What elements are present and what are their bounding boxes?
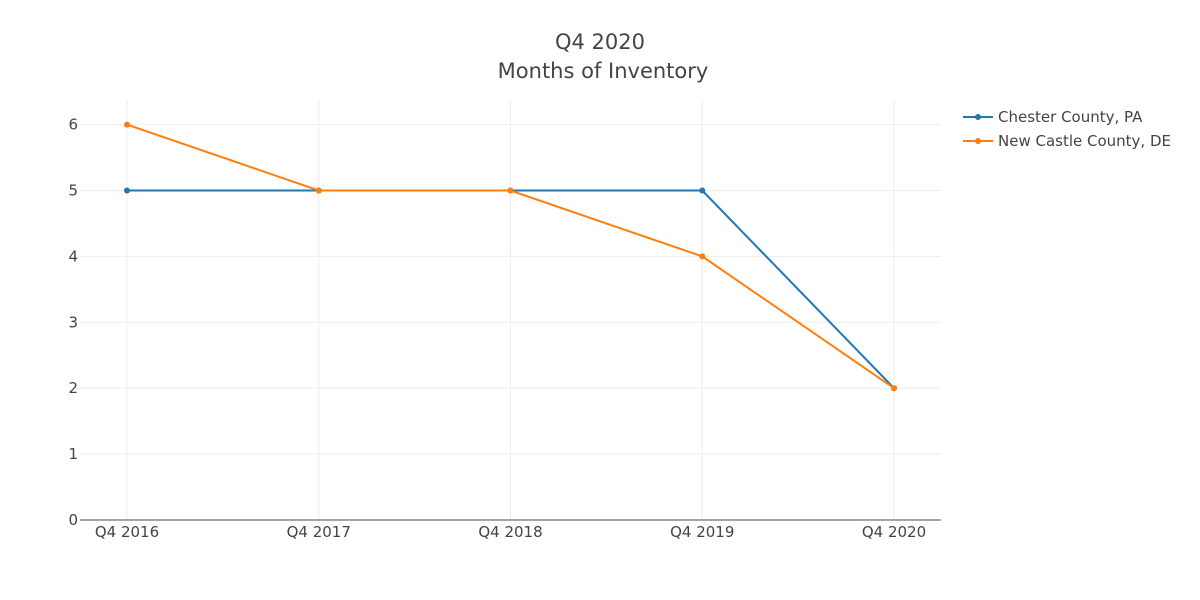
legend-item[interactable]: New Castle County, DE: [963, 132, 1171, 150]
y-tick-label: 1: [68, 445, 78, 463]
x-axis: Q4 2016 Q4 2017 Q4 2018 Q4 2019 Q4 2020: [95, 523, 926, 541]
y-tick-label: 4: [68, 247, 78, 265]
y-tick-label: 5: [68, 182, 78, 200]
data-point[interactable]: [124, 188, 130, 194]
data-point[interactable]: [508, 188, 514, 194]
data-point[interactable]: [891, 385, 897, 391]
legend-label: New Castle County, DE: [998, 132, 1171, 150]
legend-marker-icon: [975, 138, 981, 144]
grid: [80, 100, 941, 520]
y-tick-label: 6: [68, 116, 78, 134]
data-point[interactable]: [699, 188, 705, 194]
legend[interactable]: Chester County, PA New Castle County, DE: [963, 108, 1171, 150]
legend-marker-icon: [975, 114, 981, 120]
data-point[interactable]: [699, 253, 705, 259]
x-tick-label: Q4 2016: [95, 523, 159, 541]
x-tick-label: Q4 2019: [670, 523, 734, 541]
chart-title: Q4 2020: [555, 30, 645, 54]
x-tick-label: Q4 2020: [862, 523, 926, 541]
chart-subtitle: Months of Inventory: [498, 59, 709, 83]
y-tick-label: 3: [68, 313, 78, 331]
x-tick-label: Q4 2018: [478, 523, 542, 541]
data-point[interactable]: [316, 188, 322, 194]
y-tick-label: 2: [68, 379, 78, 397]
y-axis: 0 1 2 3 4 5 6: [68, 116, 78, 529]
y-tick-label: 0: [68, 511, 78, 529]
legend-label: Chester County, PA: [998, 108, 1143, 126]
data-point[interactable]: [124, 122, 130, 128]
legend-item[interactable]: Chester County, PA: [963, 108, 1143, 126]
x-tick-label: Q4 2017: [287, 523, 351, 541]
